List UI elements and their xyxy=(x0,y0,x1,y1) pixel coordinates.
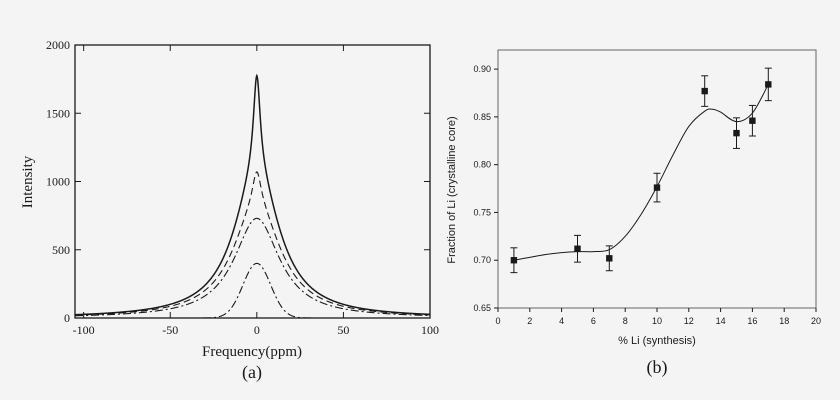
panel-b-x-tick-label: 6 xyxy=(591,316,596,326)
panel-b-marker xyxy=(765,81,772,88)
panel-b-fit-curve xyxy=(513,84,769,261)
panel-b-caption: (b) xyxy=(647,357,668,378)
panel-a-x-tick-label: 50 xyxy=(337,323,349,337)
panel-b-y-axis-label: Fraction of Li (crystalline core) xyxy=(446,116,458,263)
panel-b-x-axis-label: % Li (synthesis) xyxy=(618,335,696,347)
panel-a-x-axis-label: Frequency(ppm) xyxy=(202,344,302,360)
panel-b-data-point xyxy=(653,172,661,203)
panel-b-fit-line xyxy=(513,84,769,261)
panel-b-y-tick-label: 0.65 xyxy=(473,303,491,313)
panel-b-data-point xyxy=(510,247,518,274)
panel-b-x-tick-label: 18 xyxy=(779,316,789,326)
panel-b-x-tick-label: 12 xyxy=(684,316,694,326)
panel-b-x-tick-label: 8 xyxy=(623,316,628,326)
panel-a-caption: (a) xyxy=(242,362,262,383)
panel-b-y-tick-label: 0.75 xyxy=(473,207,491,217)
panel-a-x-tick-label: -50 xyxy=(162,323,178,337)
panel-b-data-point xyxy=(574,234,581,263)
panel-b-x-tick-label: 16 xyxy=(747,316,757,326)
panel-a-y-tick-label: 500 xyxy=(52,243,70,257)
panel-b-x-tick-label: 2 xyxy=(527,316,532,326)
panel-b-data-point xyxy=(764,67,772,102)
panel-b-x-tick-label: 14 xyxy=(716,316,726,326)
panel-a-y-tick-label: 1500 xyxy=(46,106,70,120)
panel-b-y-tick-label: 0.80 xyxy=(473,160,491,170)
panel-b-y-tick-label: 0.70 xyxy=(473,255,491,265)
panel-b-y-tick-label: 0.85 xyxy=(473,112,491,122)
panel-a-series-3 xyxy=(74,217,431,317)
panel-b-data-point xyxy=(605,245,613,272)
panel-a-series-2 xyxy=(74,171,431,316)
panel-b-marker xyxy=(749,117,756,124)
panel-b-marker xyxy=(574,245,581,252)
panel-b-marker xyxy=(653,184,661,191)
panel-b-x-ticks: 0 2 4 6 8 10 12 14 16 18 20 xyxy=(495,308,821,326)
panel-a-frame xyxy=(74,44,431,319)
panel-b-marker xyxy=(606,255,613,262)
panel-a-y-tick-label: 1000 xyxy=(46,175,70,189)
panel-b-x-tick-label: 10 xyxy=(652,316,662,326)
panel-b-data-point xyxy=(701,75,709,107)
panel-a-y-tick-label: 2000 xyxy=(46,38,70,52)
panel-a-y-ticks: 0 500 1000 1500 2000 xyxy=(46,38,430,325)
panel-a-y-axis-label: Intensity xyxy=(20,155,36,208)
panel-a-series-1 xyxy=(74,73,431,316)
panel-b-x-tick-label: 20 xyxy=(811,316,821,326)
panel-a-x-tick-label: -100 xyxy=(73,323,95,337)
panel-b-marker xyxy=(733,129,740,137)
panel-b-y-ticks: 0.65 0.70 0.75 0.80 0.85 0.90 xyxy=(473,64,498,313)
panel-b-marker xyxy=(701,87,708,95)
panel-b-y-tick-label: 0.90 xyxy=(473,64,491,74)
panel-a-x-tick-label: 100 xyxy=(421,323,439,337)
panel-a-x-ticks: -100 -50 0 50 100 xyxy=(73,45,439,337)
panel-b-x-tick-label: 4 xyxy=(559,316,564,326)
panel-b-marker xyxy=(510,257,518,264)
panel-a: -100 -50 0 50 100 0 500 1000 1500 2000 Frequency… xyxy=(20,38,439,383)
panel-b: 0 2 4 6 8 10 12 14 16 18 20 0.650.700.750.800.850.… xyxy=(446,49,821,378)
panel-a-x-tick-label: 0 xyxy=(254,323,260,337)
panel-a-y-tick-label: 0 xyxy=(64,311,70,325)
panel-a-curves xyxy=(74,73,431,319)
panel-b-data-point xyxy=(748,104,756,137)
panel-b-x-tick-label: 0 xyxy=(495,316,500,326)
panel-b-points xyxy=(510,67,772,274)
panel-b-data-point xyxy=(733,117,740,149)
